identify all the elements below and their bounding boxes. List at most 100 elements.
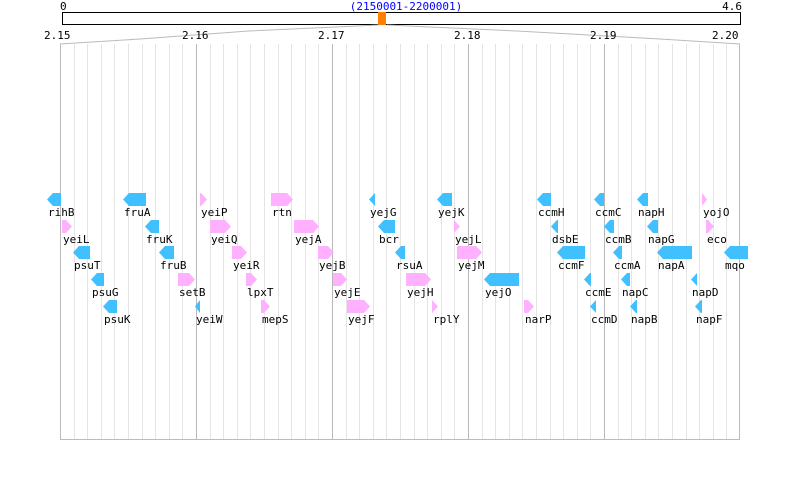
gene-arrow-forward[interactable] [210, 219, 231, 233]
gene-label[interactable]: yejF [348, 312, 375, 326]
gene-arrow-reverse[interactable] [621, 273, 630, 287]
gene-arrow-reverse[interactable] [484, 273, 519, 287]
gene-label[interactable]: rihB [48, 206, 75, 219]
gene-label[interactable]: ccmB [605, 232, 632, 246]
gene-arrow-forward[interactable] [454, 219, 460, 233]
gene-arrow-reverse[interactable] [123, 193, 146, 206]
scale-tick-label: 2.17 [318, 29, 345, 42]
gene-arrow-reverse[interactable] [695, 299, 702, 313]
gene-arrow-reverse[interactable] [584, 273, 591, 287]
gene-arrow-reverse[interactable] [637, 193, 648, 206]
gene-label[interactable]: eco [707, 232, 727, 246]
gene-arrow-forward[interactable] [432, 299, 438, 313]
gene-label[interactable]: setB [179, 286, 206, 300]
gene-label[interactable]: dsbE [552, 232, 579, 246]
gene-label[interactable]: fruA [124, 206, 151, 219]
gene-arrow-forward[interactable] [294, 219, 319, 233]
gene-arrow-forward[interactable] [706, 219, 714, 233]
gene-arrow-reverse[interactable] [594, 193, 604, 206]
gene-label[interactable]: yeiL [63, 232, 90, 246]
gene-label[interactable]: mepS [262, 312, 289, 326]
gene-label[interactable]: yejM [458, 259, 485, 273]
gene-label[interactable]: yejK [438, 206, 465, 219]
gene-arrow-forward[interactable] [178, 273, 195, 287]
overview-bar[interactable] [62, 12, 741, 25]
gene-arrow-reverse[interactable] [145, 219, 159, 233]
gene-label[interactable]: rtn [272, 206, 292, 219]
gene-label[interactable]: napF [696, 312, 723, 326]
gene-arrow-forward[interactable] [261, 299, 270, 313]
gene-arrow-reverse[interactable] [613, 246, 622, 260]
gene-arrow-reverse[interactable] [195, 299, 200, 313]
gene-label[interactable]: ccmC [595, 206, 622, 219]
gene-arrow-forward[interactable] [318, 246, 334, 260]
gene-label[interactable]: yejH [407, 286, 434, 300]
gene-label[interactable]: narP [525, 312, 552, 326]
overview-position-marker[interactable] [377, 12, 386, 25]
gene-arrow-forward[interactable] [200, 193, 207, 206]
gene-arrow-reverse[interactable] [369, 193, 375, 206]
gene-label[interactable]: napC [622, 286, 649, 300]
gene-arrow-forward[interactable] [246, 273, 257, 287]
gene-arrow-reverse[interactable] [630, 299, 637, 313]
gene-arrow-reverse[interactable] [724, 246, 748, 260]
gene-label[interactable]: ccmD [591, 312, 618, 326]
gene-arrow-reverse[interactable] [91, 273, 104, 287]
gene-arrow-forward[interactable] [271, 193, 293, 206]
gene-arrow-forward[interactable] [457, 246, 482, 260]
gene-label[interactable]: yeiW [196, 312, 223, 326]
gene-arrow-reverse[interactable] [73, 246, 90, 260]
gene-arrow-reverse[interactable] [657, 246, 692, 260]
gene-arrow-reverse[interactable] [551, 219, 558, 233]
gene-label[interactable]: napD [692, 286, 719, 300]
gene-label[interactable]: fruB [160, 259, 187, 273]
gene-label[interactable]: bcr [379, 232, 399, 246]
gene-label[interactable]: yejE [334, 286, 361, 300]
gene-label[interactable]: rplY [433, 312, 460, 326]
gene-arrow-reverse[interactable] [437, 193, 452, 206]
gene-label[interactable]: mqo [725, 259, 745, 273]
gene-label[interactable]: yeiR [233, 259, 260, 273]
gene-label[interactable]: yejB [319, 259, 346, 273]
gene-label[interactable]: fruK [146, 232, 173, 246]
gene-label[interactable]: yojO [703, 206, 730, 219]
gene-label[interactable]: napB [631, 312, 658, 326]
gene-arrow-forward[interactable] [232, 246, 247, 260]
gene-arrow-forward[interactable] [62, 219, 72, 233]
gene-label[interactable]: ccmA [614, 259, 641, 273]
gene-arrow-forward[interactable] [347, 299, 370, 313]
gene-arrow-reverse[interactable] [103, 299, 117, 313]
gene-label[interactable]: napG [648, 232, 675, 246]
gene-arrow-reverse[interactable] [590, 299, 596, 313]
gene-label[interactable]: rsuA [396, 259, 423, 273]
gene-label[interactable]: ccmF [558, 259, 585, 273]
gene-arrow-reverse[interactable] [537, 193, 551, 206]
gene-arrow-forward[interactable] [524, 299, 534, 313]
gene-label[interactable]: ccmH [538, 206, 565, 219]
gene-arrow-reverse[interactable] [378, 219, 395, 233]
gene-label[interactable]: yejL [455, 232, 482, 246]
gene-label[interactable]: psuK [104, 312, 131, 326]
gene-label[interactable]: napH [638, 206, 665, 219]
gene-label[interactable]: ccmE [585, 286, 612, 300]
gene-label[interactable]: yejG [370, 206, 397, 219]
gene-arrow-reverse[interactable] [647, 219, 658, 233]
gene-arrow-reverse[interactable] [691, 273, 697, 287]
gene-label[interactable]: psuG [92, 286, 119, 300]
gene-label[interactable]: yeiQ [211, 232, 238, 246]
gene-label[interactable]: napA [658, 259, 685, 273]
gene-label[interactable]: yejO [485, 286, 512, 300]
gene-arrow-reverse[interactable] [395, 246, 405, 260]
gene-arrow-reverse[interactable] [159, 246, 174, 260]
gene-arrow-forward[interactable] [333, 273, 347, 287]
gene-arrow-forward[interactable] [702, 193, 707, 206]
gene-label[interactable]: yejA [295, 232, 322, 246]
gene-arrow-reverse[interactable] [604, 219, 614, 233]
gene-label[interactable]: lpxT [247, 286, 274, 300]
gene-arrow-reverse[interactable] [557, 246, 585, 260]
gene-arrow-forward[interactable] [406, 273, 431, 287]
gene-label[interactable]: psuT [74, 259, 101, 273]
gene-label[interactable]: yeiP [201, 206, 228, 219]
gene-track-viewport[interactable] [60, 44, 740, 440]
gene-arrow-reverse[interactable] [47, 193, 61, 206]
